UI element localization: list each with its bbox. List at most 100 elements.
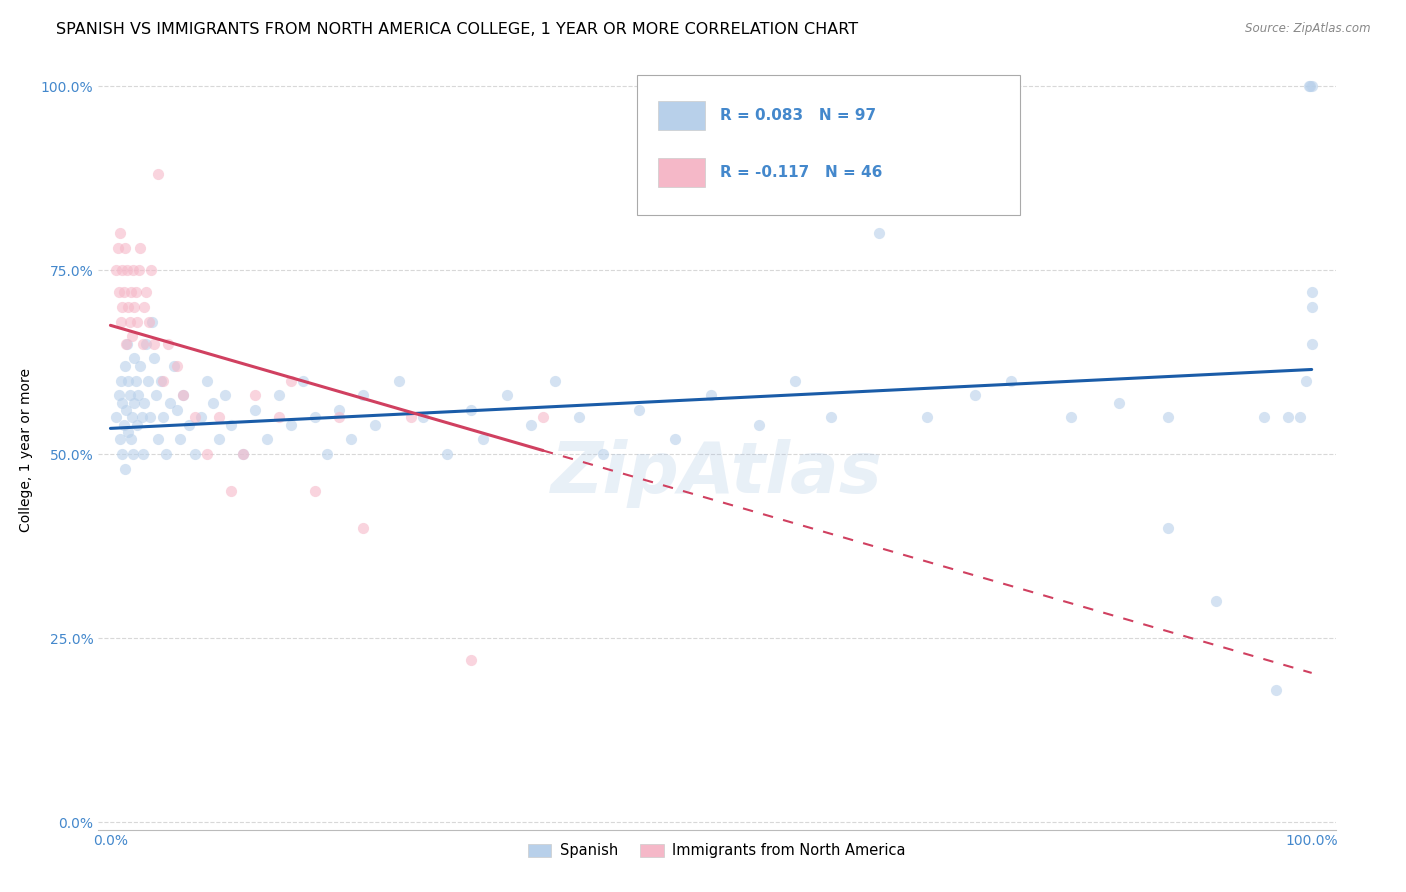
Point [328,403,350,417]
Point [868,227,890,241]
FancyBboxPatch shape [637,75,1021,216]
Point [460,653,482,667]
Point [124,300,146,314]
Point [138,315,160,329]
Point [114,241,136,255]
Point [592,447,614,461]
Point [152,410,174,425]
Point [122,263,145,277]
Point [1295,374,1317,388]
Point [917,410,939,425]
Point [145,388,167,402]
Point [195,447,218,461]
Point [169,433,191,447]
Point [120,285,142,300]
Point [172,388,194,402]
Point [1205,594,1227,608]
Point [1299,79,1322,94]
Point [110,374,132,388]
Point [1108,395,1130,409]
Point [183,410,205,425]
Point [125,417,148,432]
Point [157,336,180,351]
Point [1298,79,1320,94]
Point [111,263,134,277]
Point [364,417,387,432]
Point [820,410,842,425]
Point [117,336,139,351]
Point [142,336,165,351]
Point [1301,336,1323,351]
Text: Source: ZipAtlas.com: Source: ZipAtlas.com [1246,22,1371,36]
Point [267,410,290,425]
Point [232,447,254,461]
Point [148,168,170,182]
Text: SPANISH VS IMMIGRANTS FROM NORTH AMERICA COLLEGE, 1 YEAR OR MORE CORRELATION CHA: SPANISH VS IMMIGRANTS FROM NORTH AMERICA… [56,22,859,37]
Point [124,395,146,409]
Point [105,410,128,425]
Point [520,417,543,432]
Point [291,374,314,388]
Point [132,395,155,409]
Text: R = 0.083   N = 97: R = 0.083 N = 97 [720,108,876,123]
Point [124,374,146,388]
Point [135,336,157,351]
Point [108,285,131,300]
Point [141,263,163,277]
Text: ZipAtlas: ZipAtlas [551,439,883,508]
Point [108,227,131,241]
Point [201,395,224,409]
Text: R = -0.117   N = 46: R = -0.117 N = 46 [720,165,882,179]
Point [183,447,205,461]
Point [117,263,139,277]
Point [163,359,186,373]
Point [114,462,136,476]
Point [132,336,155,351]
Point [214,388,236,402]
Point [124,351,146,366]
Point [118,315,141,329]
Point [1277,410,1299,425]
Point [627,403,650,417]
Point [315,447,337,461]
Point [388,374,411,388]
Point [124,285,146,300]
Point [117,374,139,388]
FancyBboxPatch shape [658,101,704,129]
Point [195,374,218,388]
Point [280,417,302,432]
Point [122,447,145,461]
Point [132,300,155,314]
Point [352,521,374,535]
Point [108,433,131,447]
Point [121,329,143,343]
Point [1264,682,1286,697]
Y-axis label: College, 1 year or more: College, 1 year or more [18,368,32,533]
FancyBboxPatch shape [658,158,704,186]
Point [1060,410,1083,425]
Point [118,388,141,402]
Point [136,374,159,388]
Point [149,374,172,388]
Point [111,395,134,409]
Point [304,483,326,498]
Point [207,410,229,425]
Point [339,433,361,447]
Point [105,263,128,277]
Point [267,388,290,402]
Point [155,447,177,461]
Point [471,433,494,447]
Point [399,410,422,425]
Point [121,410,143,425]
Point [280,374,302,388]
Point [243,403,266,417]
Point [328,410,350,425]
Point [159,395,181,409]
Point [256,433,278,447]
Point [243,388,266,402]
Point [128,263,150,277]
Point [219,417,242,432]
Point [127,388,149,402]
Point [531,410,554,425]
Point [117,425,139,439]
